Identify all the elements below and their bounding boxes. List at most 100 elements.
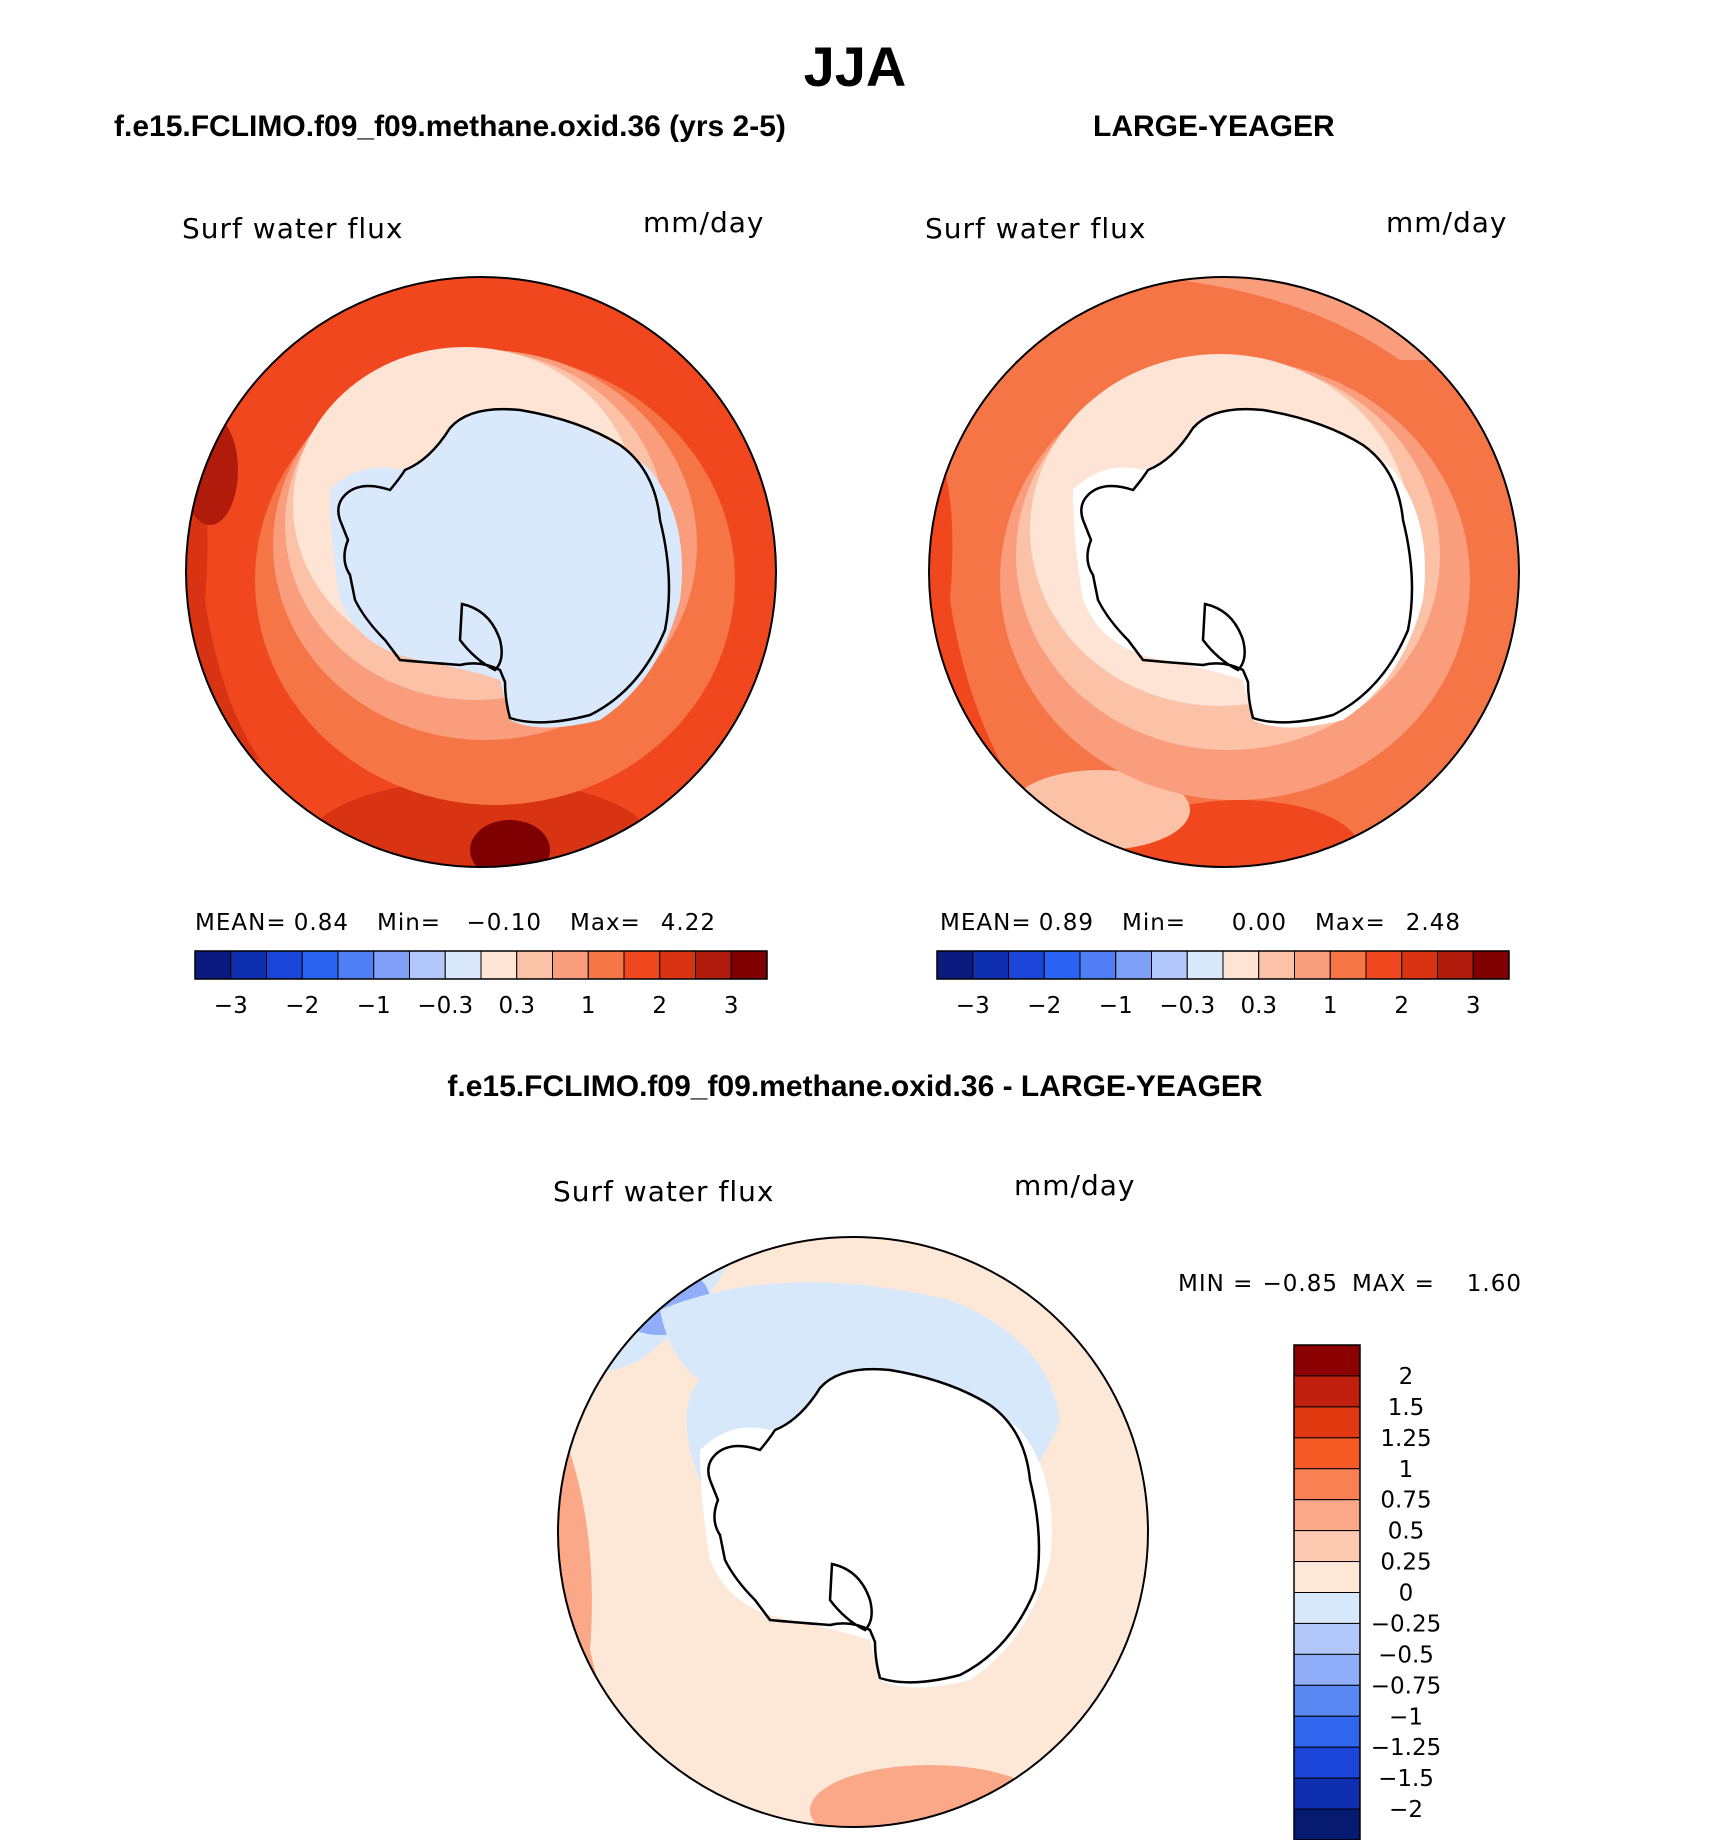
diff-colorbar-box [1293, 1530, 1361, 1563]
diff-colorbar-box [1293, 1375, 1361, 1408]
diff-colorbar-frame [1293, 1344, 1361, 1840]
left-colorbar-box [337, 950, 375, 980]
diff-colorbar-tick-label: 0.25 [1380, 1550, 1431, 1576]
diff-stats: MIN = −0.85 MAX = 1.60 [1178, 1271, 1522, 1297]
left-colorbar-tick-label: −2 [285, 993, 319, 1019]
right-panel-heading: LARGE-YEAGER [1093, 110, 1335, 143]
right-colorbar-tick-label: 1 [1323, 993, 1338, 1019]
right-colorbar-box [1043, 950, 1081, 980]
left-colorbar-tick-label: 0.3 [498, 993, 535, 1019]
diff-max-label: MAX = [1352, 1271, 1435, 1297]
diff-colorbar-box [1293, 1715, 1361, 1748]
right-min-label: Min= [1122, 910, 1187, 936]
right-colorbar-box [1329, 950, 1367, 980]
diff-colorbar-tick-label: 1.25 [1380, 1426, 1431, 1452]
right-colorbar-tick-label: −1 [1099, 993, 1133, 1019]
diff-colorbar-tick-label: −1 [1389, 1704, 1423, 1730]
page-title: JJA [803, 35, 907, 98]
diff-max-value: 1.60 [1466, 1271, 1522, 1297]
right-map-border [928, 276, 1520, 868]
right-max-label: Max= [1315, 910, 1386, 936]
left-colorbar-box [230, 950, 267, 980]
left-colorbar-box [516, 950, 553, 980]
left-colorbar-box [695, 950, 732, 980]
diff-panel-heading: f.e15.FCLIMO.f09_f09.methane.oxid.36 - L… [447, 1070, 1263, 1103]
diff-colorbar-box [1293, 1561, 1361, 1593]
diff-min-value: −0.85 [1262, 1271, 1338, 1297]
diff-colorbar-box [1293, 1808, 1361, 1840]
left-colorbar-box [373, 950, 410, 980]
left-variable-label: Surf water flux [182, 212, 404, 245]
right-colorbar-box [1186, 950, 1224, 980]
right-colorbar-box [1258, 950, 1295, 980]
left-map-max-west [186, 415, 238, 525]
right-map-land-mask [1073, 409, 1425, 728]
diff-map-coastline [707, 1367, 1041, 1684]
diff-colorbar-box [1293, 1592, 1361, 1624]
right-colorbar-frame [936, 950, 1510, 980]
diff-colorbar-tick-label: 0.5 [1388, 1519, 1425, 1545]
right-colorbar-tick-label: −3 [956, 993, 990, 1019]
right-max-value: 2.48 [1405, 910, 1461, 936]
left-colorbar-box [480, 950, 518, 980]
left-colorbar-box [730, 950, 768, 980]
right-colorbar-tick-label: 3 [1466, 993, 1481, 1019]
right-mean-label: MEAN= [940, 910, 1032, 936]
diff-min-label: MIN = [1178, 1271, 1254, 1297]
diff-colorbar: 2 1.5 1.25 1 0.75 0.5 0.25 0 −0.25 −0.5 −0.75 −1 −1.… [1293, 1344, 1441, 1840]
left-map-border [185, 276, 777, 868]
right-colorbar-box [1437, 950, 1474, 980]
diff-colorbar-tick-label: −0.75 [1371, 1673, 1441, 1699]
right-variable-label: Surf water flux [925, 212, 1147, 245]
right-colorbar-box [1115, 950, 1152, 980]
left-colorbar-box [587, 950, 625, 980]
left-colorbar-tick-label: −1 [357, 993, 391, 1019]
left-mean-value: 0.84 [293, 910, 349, 936]
left-polar-map [185, 276, 777, 868]
left-colorbar-box [444, 950, 482, 980]
diff-colorbar-tick-label: 1.5 [1388, 1395, 1425, 1421]
diff-colorbar-box [1293, 1684, 1361, 1717]
left-colorbar-tick-label: 1 [581, 993, 596, 1019]
diff-colorbar-tick-label: 1 [1399, 1457, 1414, 1483]
left-colorbar-tick-label: −3 [214, 993, 248, 1019]
diff-colorbar-box [1293, 1777, 1361, 1810]
right-colorbar: −3 −2 −1 −0.3 0.3 1 2 3 [936, 950, 1510, 1019]
left-stats: MEAN= 0.84 Min= −0.10 Max= 4.22 [195, 910, 716, 936]
diff-colorbar-box [1293, 1437, 1361, 1470]
left-map-antarctic-ice [330, 409, 682, 728]
right-colorbar-box [1472, 950, 1510, 980]
diff-colorbar-box [1293, 1344, 1361, 1377]
right-map-coastline [1080, 407, 1414, 724]
left-colorbar: −3 −2 −1 −0.3 0.3 1 2 3 [194, 950, 768, 1019]
right-colorbar-box [1008, 950, 1045, 980]
diff-variable-label: Surf water flux [553, 1175, 775, 1208]
left-max-value: 4.22 [660, 910, 716, 936]
left-min-label: Min= [377, 910, 442, 936]
diff-colorbar-box [1293, 1499, 1361, 1532]
diff-colorbar-tick-label: −1.5 [1378, 1766, 1434, 1792]
right-colorbar-box [1401, 950, 1438, 980]
diff-colorbar-box [1293, 1406, 1361, 1439]
left-min-value: −0.10 [466, 910, 542, 936]
left-units-label: mm/day [643, 206, 765, 239]
diff-map-land-mask [700, 1369, 1052, 1688]
diff-colorbar-box [1293, 1653, 1361, 1686]
diff-colorbar-tick-label: −1.25 [1371, 1735, 1441, 1761]
left-colorbar-frame [194, 950, 768, 980]
left-colorbar-tick-label: 2 [652, 993, 667, 1019]
right-colorbar-tick-label: −2 [1027, 993, 1061, 1019]
right-mean-value: 0.89 [1038, 910, 1094, 936]
diff-colorbar-tick-label: −0.5 [1378, 1642, 1434, 1668]
diff-colorbar-tick-label: 2 [1399, 1364, 1414, 1390]
right-colorbar-box [936, 950, 974, 980]
right-colorbar-tick-label: 0.3 [1240, 993, 1277, 1019]
right-colorbar-box [1294, 950, 1331, 980]
right-colorbar-tick-label: 2 [1394, 993, 1409, 1019]
diff-map-border [557, 1236, 1149, 1828]
right-polar-map [928, 276, 1520, 868]
left-colorbar-box [552, 950, 589, 980]
left-panel-heading: f.e15.FCLIMO.f09_f09.methane.oxid.36 (yr… [114, 110, 786, 143]
diff-map-south-positive [810, 1765, 1050, 1827]
